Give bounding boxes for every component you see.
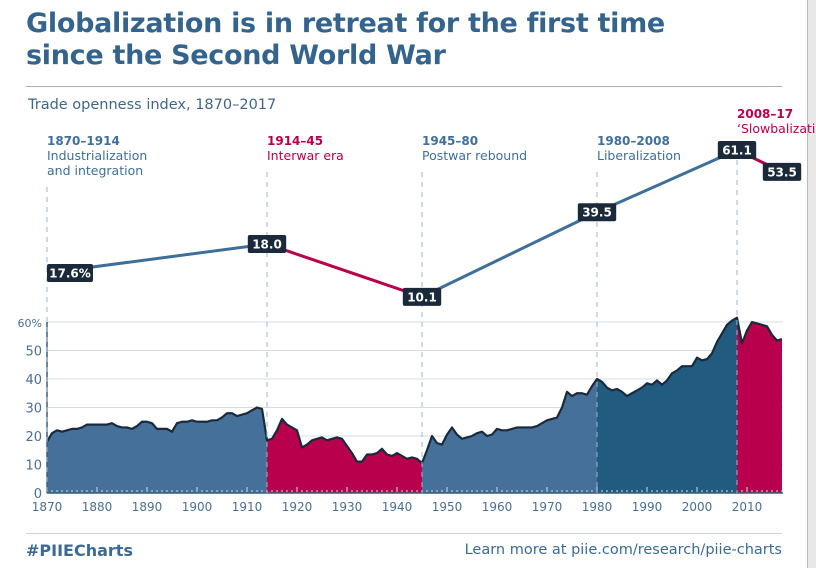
era-area [737, 317, 782, 493]
x-tick-label: 1890 [132, 500, 163, 514]
y-tick-label: 20 [25, 430, 42, 445]
value-label: 39.5 [582, 206, 612, 220]
era-name: Postwar rebound [422, 148, 527, 163]
title-line-1: Globalization is in retreat for the firs… [26, 8, 665, 39]
x-tick-label: 1920 [282, 500, 313, 514]
x-tick-label: 1960 [482, 500, 513, 514]
x-tick-label: 1900 [182, 500, 213, 514]
era-name: Liberalization [597, 148, 681, 163]
era-years: 2008–17 [737, 107, 793, 121]
era-average-line [266, 242, 423, 299]
x-tick-label: 1990 [632, 500, 663, 514]
era-average-line [421, 210, 598, 299]
x-tick-label: 2010 [732, 500, 763, 514]
x-tick-label: 1970 [532, 500, 563, 514]
title-divider [26, 86, 782, 87]
chart-subtitle: Trade openness index, 1870–2017 [28, 97, 277, 113]
x-tick-label: 1980 [582, 500, 613, 514]
era-years: 1914–45 [267, 134, 323, 148]
x-tick-label: 1930 [332, 500, 363, 514]
era-name-2: and integration [47, 163, 143, 178]
value-label: 53.5 [767, 165, 797, 179]
x-tick-label: 1910 [232, 500, 263, 514]
era-years: 1980–2008 [597, 134, 670, 148]
value-label-box [717, 141, 757, 160]
x-tick-label: 1950 [432, 500, 463, 514]
era-name: Industrialization [47, 148, 147, 163]
y-tick-label: 30 [25, 402, 42, 417]
era-years: 1945–80 [422, 134, 478, 148]
y-tick-label: 0 [34, 487, 42, 502]
x-tick-label: 1880 [82, 500, 113, 514]
value-label: 10.1 [407, 290, 437, 304]
era-area [267, 418, 422, 493]
value-label-box [577, 203, 617, 222]
era-average-line [596, 148, 738, 214]
value-label-box [247, 235, 287, 253]
hashtag: #PIIECharts [26, 541, 133, 560]
value-label: 17.6% [49, 267, 91, 281]
x-tick-label: 1870 [32, 500, 63, 514]
series-line [46, 316, 783, 465]
window-edge [807, 0, 816, 568]
y-tick-label: 50 [25, 345, 42, 360]
footer-divider [26, 533, 782, 534]
y-tick-label: 60% [18, 317, 42, 330]
y-tick-label: 40 [25, 373, 42, 388]
value-label-box [762, 162, 802, 181]
era-years: 1870–1914 [47, 134, 120, 148]
learn-more-link[interactable]: Learn more at piie.com/research/piie-cha… [464, 542, 782, 558]
x-tick-label: 1940 [382, 500, 413, 514]
era-area [422, 379, 597, 493]
value-label-box [402, 287, 442, 306]
era-name: ‘Slowbalization’ [737, 121, 816, 136]
era-name: Interwar era [267, 148, 344, 163]
y-tick-label: 10 [25, 459, 42, 474]
value-label: 61.1 [722, 144, 752, 158]
value-label: 18.0 [252, 238, 282, 252]
era-area [47, 407, 267, 493]
title-line-2: since the Second World War [26, 40, 446, 71]
value-label-box [47, 264, 93, 282]
chart-title: Globalization is in retreat for the firs… [26, 8, 786, 72]
x-tick-label: 2000 [682, 500, 713, 514]
